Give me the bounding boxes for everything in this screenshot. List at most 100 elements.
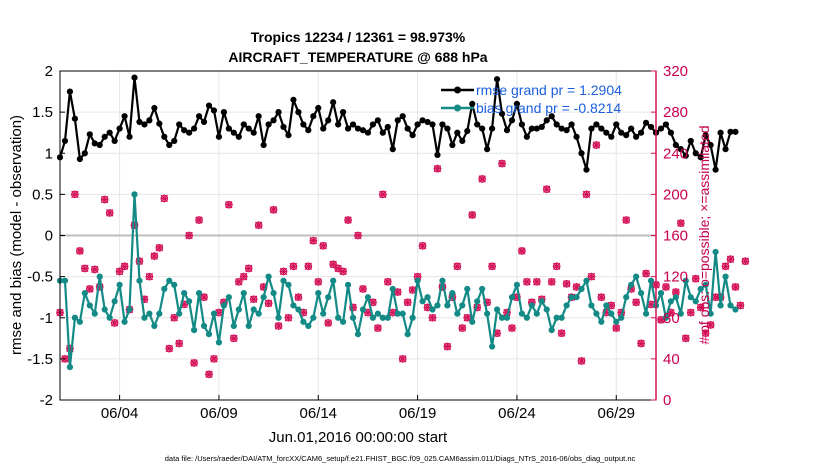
bias-point xyxy=(389,285,396,293)
rmse-point xyxy=(444,125,451,132)
bias-point xyxy=(225,294,232,301)
bias-point xyxy=(419,298,426,305)
rmse-point xyxy=(533,125,540,132)
obs-assimilated-marker xyxy=(269,205,278,214)
obs-assimilated-marker xyxy=(731,283,740,291)
bias-point xyxy=(439,277,446,284)
obs-assimilated-marker xyxy=(374,324,382,332)
rmse-point xyxy=(76,155,83,163)
rmse-point xyxy=(573,133,580,140)
bias-point xyxy=(513,281,521,288)
x-tick-label: 06/04 xyxy=(101,405,139,422)
bias-point xyxy=(623,294,630,301)
bias-point xyxy=(633,273,640,280)
bias-point xyxy=(657,289,665,297)
rmse-point xyxy=(399,113,406,120)
obs-assimilated-marker xyxy=(706,321,715,329)
obs-assimilated-marker xyxy=(160,194,169,203)
rmse-point xyxy=(528,125,535,132)
rmse-point xyxy=(707,141,714,149)
obs-assimilated-marker xyxy=(562,280,571,288)
left-tick-label: -1 xyxy=(40,310,53,327)
rmse-point xyxy=(195,113,203,120)
obs-assimilated-marker xyxy=(249,295,258,304)
obs-assimilated-marker xyxy=(230,334,238,343)
left-tick-label: 0.5 xyxy=(32,186,53,203)
obs-assimilated-marker xyxy=(319,241,328,250)
obs-assimilated-marker xyxy=(508,324,516,332)
obs-assimilated-marker xyxy=(71,190,79,199)
bias-point xyxy=(528,302,535,309)
rmse-point xyxy=(558,125,565,132)
obs-assimilated-marker xyxy=(686,308,695,317)
rmse-point xyxy=(186,129,193,136)
bias-point xyxy=(732,306,739,313)
bias-point xyxy=(66,364,74,371)
bias-point xyxy=(176,310,183,317)
rmse-point xyxy=(608,133,615,140)
bias-point xyxy=(588,302,595,309)
bias-point xyxy=(449,289,456,297)
obs-assimilated-marker xyxy=(81,264,89,273)
rmse-point xyxy=(335,121,342,128)
legend-bias-marker xyxy=(454,104,461,112)
rmse-point xyxy=(568,121,575,128)
bias-point xyxy=(300,318,307,325)
rmse-point xyxy=(712,166,719,173)
obs-assimilated-marker xyxy=(339,267,347,276)
bias-point xyxy=(230,322,237,330)
rmse-point xyxy=(732,128,739,135)
rmse-point xyxy=(424,118,431,126)
rmse-point xyxy=(662,121,670,128)
bias-point xyxy=(598,318,605,325)
bias-point xyxy=(325,294,332,301)
bias-point xyxy=(96,273,103,280)
bias-point xyxy=(618,314,625,321)
bias-point xyxy=(677,310,684,317)
left-tick-label: 1.5 xyxy=(32,104,53,121)
bias-point xyxy=(344,281,352,288)
bias-point xyxy=(498,314,506,321)
rmse-point xyxy=(151,104,158,112)
bias-point xyxy=(161,285,168,293)
bias-point xyxy=(687,294,694,301)
obs-assimilated-marker xyxy=(185,231,193,240)
bias-point xyxy=(508,294,516,301)
bias-point xyxy=(61,277,69,284)
bias-point xyxy=(181,289,188,297)
bias-point xyxy=(156,310,163,317)
legend-rmse-marker xyxy=(454,86,461,94)
rmse-point xyxy=(449,141,456,149)
rmse-point xyxy=(354,125,362,132)
rmse-point xyxy=(439,121,446,128)
bias-point xyxy=(444,302,451,309)
rmse-point xyxy=(513,100,521,107)
rmse-point xyxy=(255,113,262,120)
obs-assimilated-marker xyxy=(105,209,114,217)
rmse-point xyxy=(563,127,570,134)
rmse-point xyxy=(220,109,227,116)
left-axis-label: rmse and bias (model - observation) xyxy=(8,115,25,355)
chart-title-line-1: Tropics 12234 / 12361 = 98.973% xyxy=(251,29,466,45)
obs-assimilated-marker xyxy=(552,262,561,271)
obs-assimilated-marker xyxy=(264,299,273,308)
bias-point xyxy=(349,314,357,321)
bias-point xyxy=(474,298,481,305)
obs-assimilated-marker xyxy=(314,277,323,286)
bias-point xyxy=(697,285,704,293)
rmse-point xyxy=(369,121,376,128)
obs-assimilated-marker xyxy=(190,359,198,367)
rmse-point xyxy=(285,132,292,139)
bias-point xyxy=(126,306,133,313)
rmse-point xyxy=(81,150,88,157)
right-tick-label: 0 xyxy=(663,392,671,409)
bias-point xyxy=(613,318,620,325)
obs-assimilated-marker xyxy=(691,274,700,283)
bias-point xyxy=(340,318,347,325)
rmse-point xyxy=(340,109,347,116)
bias-point xyxy=(464,285,471,293)
rmse-point xyxy=(553,121,560,128)
obs-assimilated-marker xyxy=(289,262,298,271)
bias-point xyxy=(469,318,476,325)
rmse-point xyxy=(464,127,471,135)
